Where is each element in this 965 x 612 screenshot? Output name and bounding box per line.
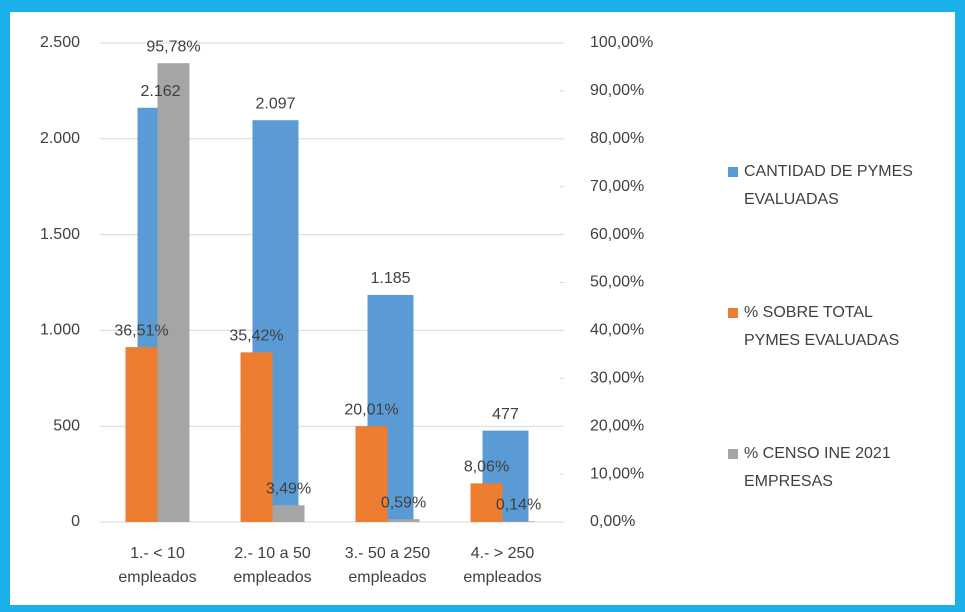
- y2-tick-label: 0,00%: [590, 513, 635, 530]
- y-tick-label: 0: [71, 513, 80, 530]
- y2-tick-label: 20,00%: [590, 417, 644, 434]
- data-label: 2.162: [140, 83, 180, 100]
- y-tick-label: 2.500: [40, 34, 80, 51]
- legend-label: % CENSO INE 2021 EMPRESAS: [744, 445, 891, 490]
- y2-tick-label: 100,00%: [590, 34, 653, 51]
- y2-tick-label: 80,00%: [590, 130, 644, 147]
- y-tick-label: 1.500: [40, 226, 80, 243]
- y2-tick-label: 10,00%: [590, 465, 644, 482]
- legend-label: CANTIDAD DE PYMES EVALUADAS: [744, 163, 913, 208]
- y-tick-label: 1.000: [40, 322, 80, 339]
- bar: [470, 483, 503, 522]
- data-label: 1.185: [370, 270, 410, 287]
- y-tick-label: 500: [53, 417, 80, 434]
- data-label: 20,01%: [344, 401, 398, 418]
- y2-tick-label: 70,00%: [590, 178, 644, 195]
- x-tick-label: 4.- > 250 empleados: [463, 545, 542, 586]
- bar: [387, 519, 420, 522]
- y2-tick-label: 40,00%: [590, 322, 644, 339]
- y2-tick-label: 60,00%: [590, 226, 644, 243]
- data-label: 36,51%: [114, 322, 168, 339]
- legend-swatch: [728, 449, 738, 459]
- legend-swatch: [728, 308, 738, 318]
- bar: [502, 521, 535, 522]
- data-label: 477: [492, 406, 519, 423]
- data-label: 35,42%: [229, 328, 283, 345]
- data-label: 8,06%: [464, 459, 509, 476]
- bar: [355, 426, 388, 522]
- data-label: 0,59%: [381, 494, 426, 511]
- data-label: 2.097: [255, 95, 295, 112]
- bar: [157, 63, 190, 522]
- y2-tick-label: 30,00%: [590, 370, 644, 387]
- data-label: 0,14%: [496, 497, 541, 514]
- legend-label: % SOBRE TOTAL PYMES EVALUADAS: [744, 304, 900, 349]
- y2-tick-label: 50,00%: [590, 274, 644, 291]
- y2-tick-label: 90,00%: [590, 82, 644, 99]
- legend-swatch: [728, 167, 738, 177]
- data-label: 95,78%: [146, 38, 200, 55]
- x-tick-label: 2.- 10 a 50 empleados: [233, 545, 312, 586]
- x-tick-label: 1.- < 10 empleados: [118, 545, 197, 586]
- bar: [272, 505, 305, 522]
- y-tick-label: 2.000: [40, 130, 80, 147]
- bar: [125, 347, 158, 522]
- data-label: 3,49%: [266, 481, 311, 498]
- bar: [240, 352, 273, 522]
- x-tick-label: 3.- 50 a 250 empleados: [344, 545, 431, 586]
